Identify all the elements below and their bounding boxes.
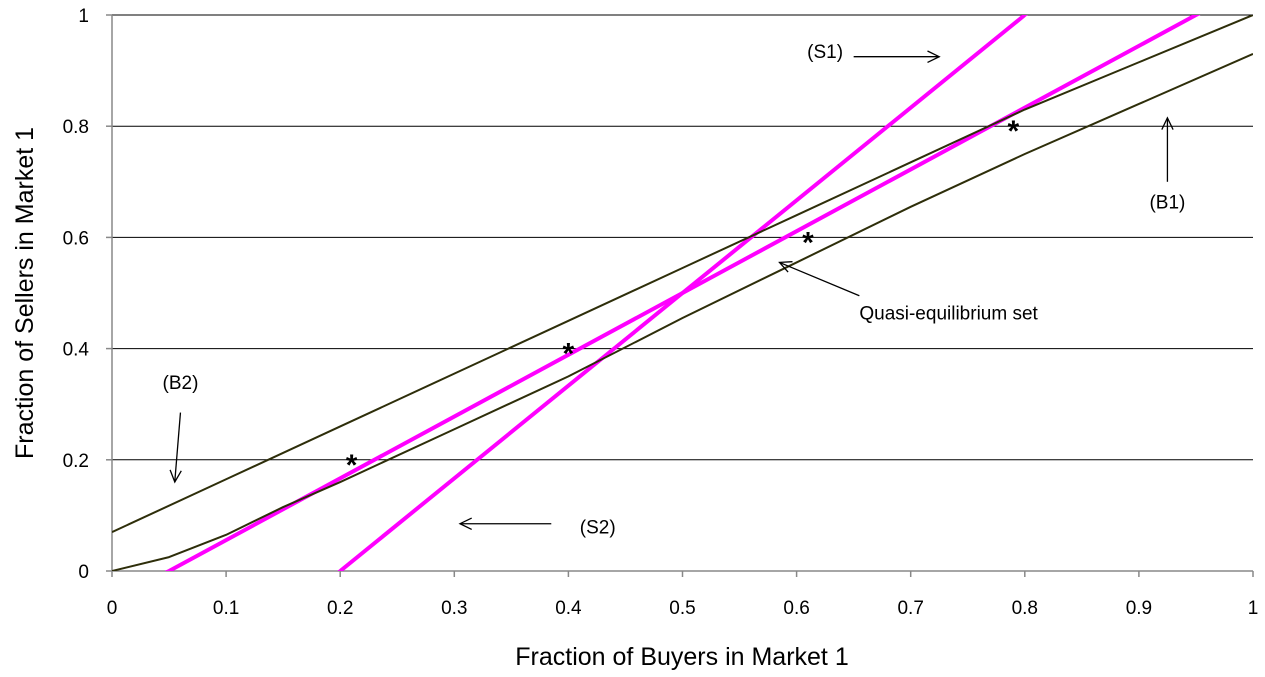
series-line-2 (164, 569, 170, 571)
y-tick-label-3: 0.6 (63, 228, 89, 249)
x-tick-label-10: 1 (1248, 598, 1259, 619)
marker-star-1: * (563, 338, 575, 371)
marker-star-0: * (346, 449, 358, 482)
x-tick-label-9: 0.9 (1126, 598, 1152, 619)
y-tick-label-5: 1 (78, 6, 89, 27)
annotation-arrow-3 (174, 412, 182, 483)
annotation-label-4: Quasi-equilibrium set (859, 303, 1038, 324)
annotations: (S1) (S2) (B1) (B2) Quasi-equilibrium set (163, 42, 1186, 538)
x-tick-label-7: 0.7 (897, 598, 923, 619)
series-line-4 (1024, 15, 1028, 17)
x-tick-labels: 0 0.1 0.2 0.3 0.4 0.5 0.6 0.7 0.8 0.9 1 (107, 598, 1259, 619)
annotation-label-1: (S2) (580, 518, 616, 539)
x-axis-title: Fraction of Buyers in Market 1 (515, 643, 848, 671)
x-tick-label-5: 0.5 (669, 598, 695, 619)
series-line-1 (338, 15, 1027, 571)
x-tick-label-3: 0.3 (441, 598, 467, 619)
annotation-arrowhead-3 (169, 469, 182, 484)
y-tick-label-1: 0.2 (63, 451, 89, 472)
x-tick-label-0: 0 (107, 598, 118, 619)
x-tick-label-8: 0.8 (1012, 598, 1038, 619)
annotation-arrowhead-2 (1161, 116, 1174, 130)
y-tick-label-4: 0.8 (63, 117, 89, 138)
x-tick-label-2: 0.2 (327, 598, 353, 619)
series-line-6 (112, 15, 1253, 533)
markers: * * * * (346, 115, 1020, 482)
marker-star-2: * (802, 226, 814, 259)
y-tick-label-0: 0 (78, 562, 89, 583)
series-line-7 (112, 53, 1253, 571)
series (112, 15, 1253, 571)
annotation-label-0: (S1) (807, 42, 843, 63)
annotation-arrowhead-4 (778, 261, 793, 273)
annotation-arrowhead-0 (927, 50, 941, 63)
annotation-arrow-4 (779, 261, 860, 297)
marker-star-3: * (1008, 115, 1020, 148)
x-tick-label-1: 0.1 (213, 598, 239, 619)
annotation-label-2: (B1) (1149, 192, 1185, 213)
y-tick-labels: 0 0.2 0.4 0.6 0.8 1 (63, 6, 90, 583)
series-line-5 (1195, 15, 1201, 17)
annotation-label-3: (B2) (163, 373, 199, 394)
y-axis-title: Fraction of Sellers in Market 1 (11, 127, 39, 459)
x-tick-label-4: 0.4 (555, 598, 582, 619)
x-tick-label-6: 0.6 (783, 598, 809, 619)
series-line-3 (337, 569, 341, 571)
grid (112, 14, 1253, 461)
axes (106, 14, 1254, 577)
y-tick-label-2: 0.4 (63, 340, 90, 361)
annotation-arrowhead-1 (458, 517, 472, 530)
